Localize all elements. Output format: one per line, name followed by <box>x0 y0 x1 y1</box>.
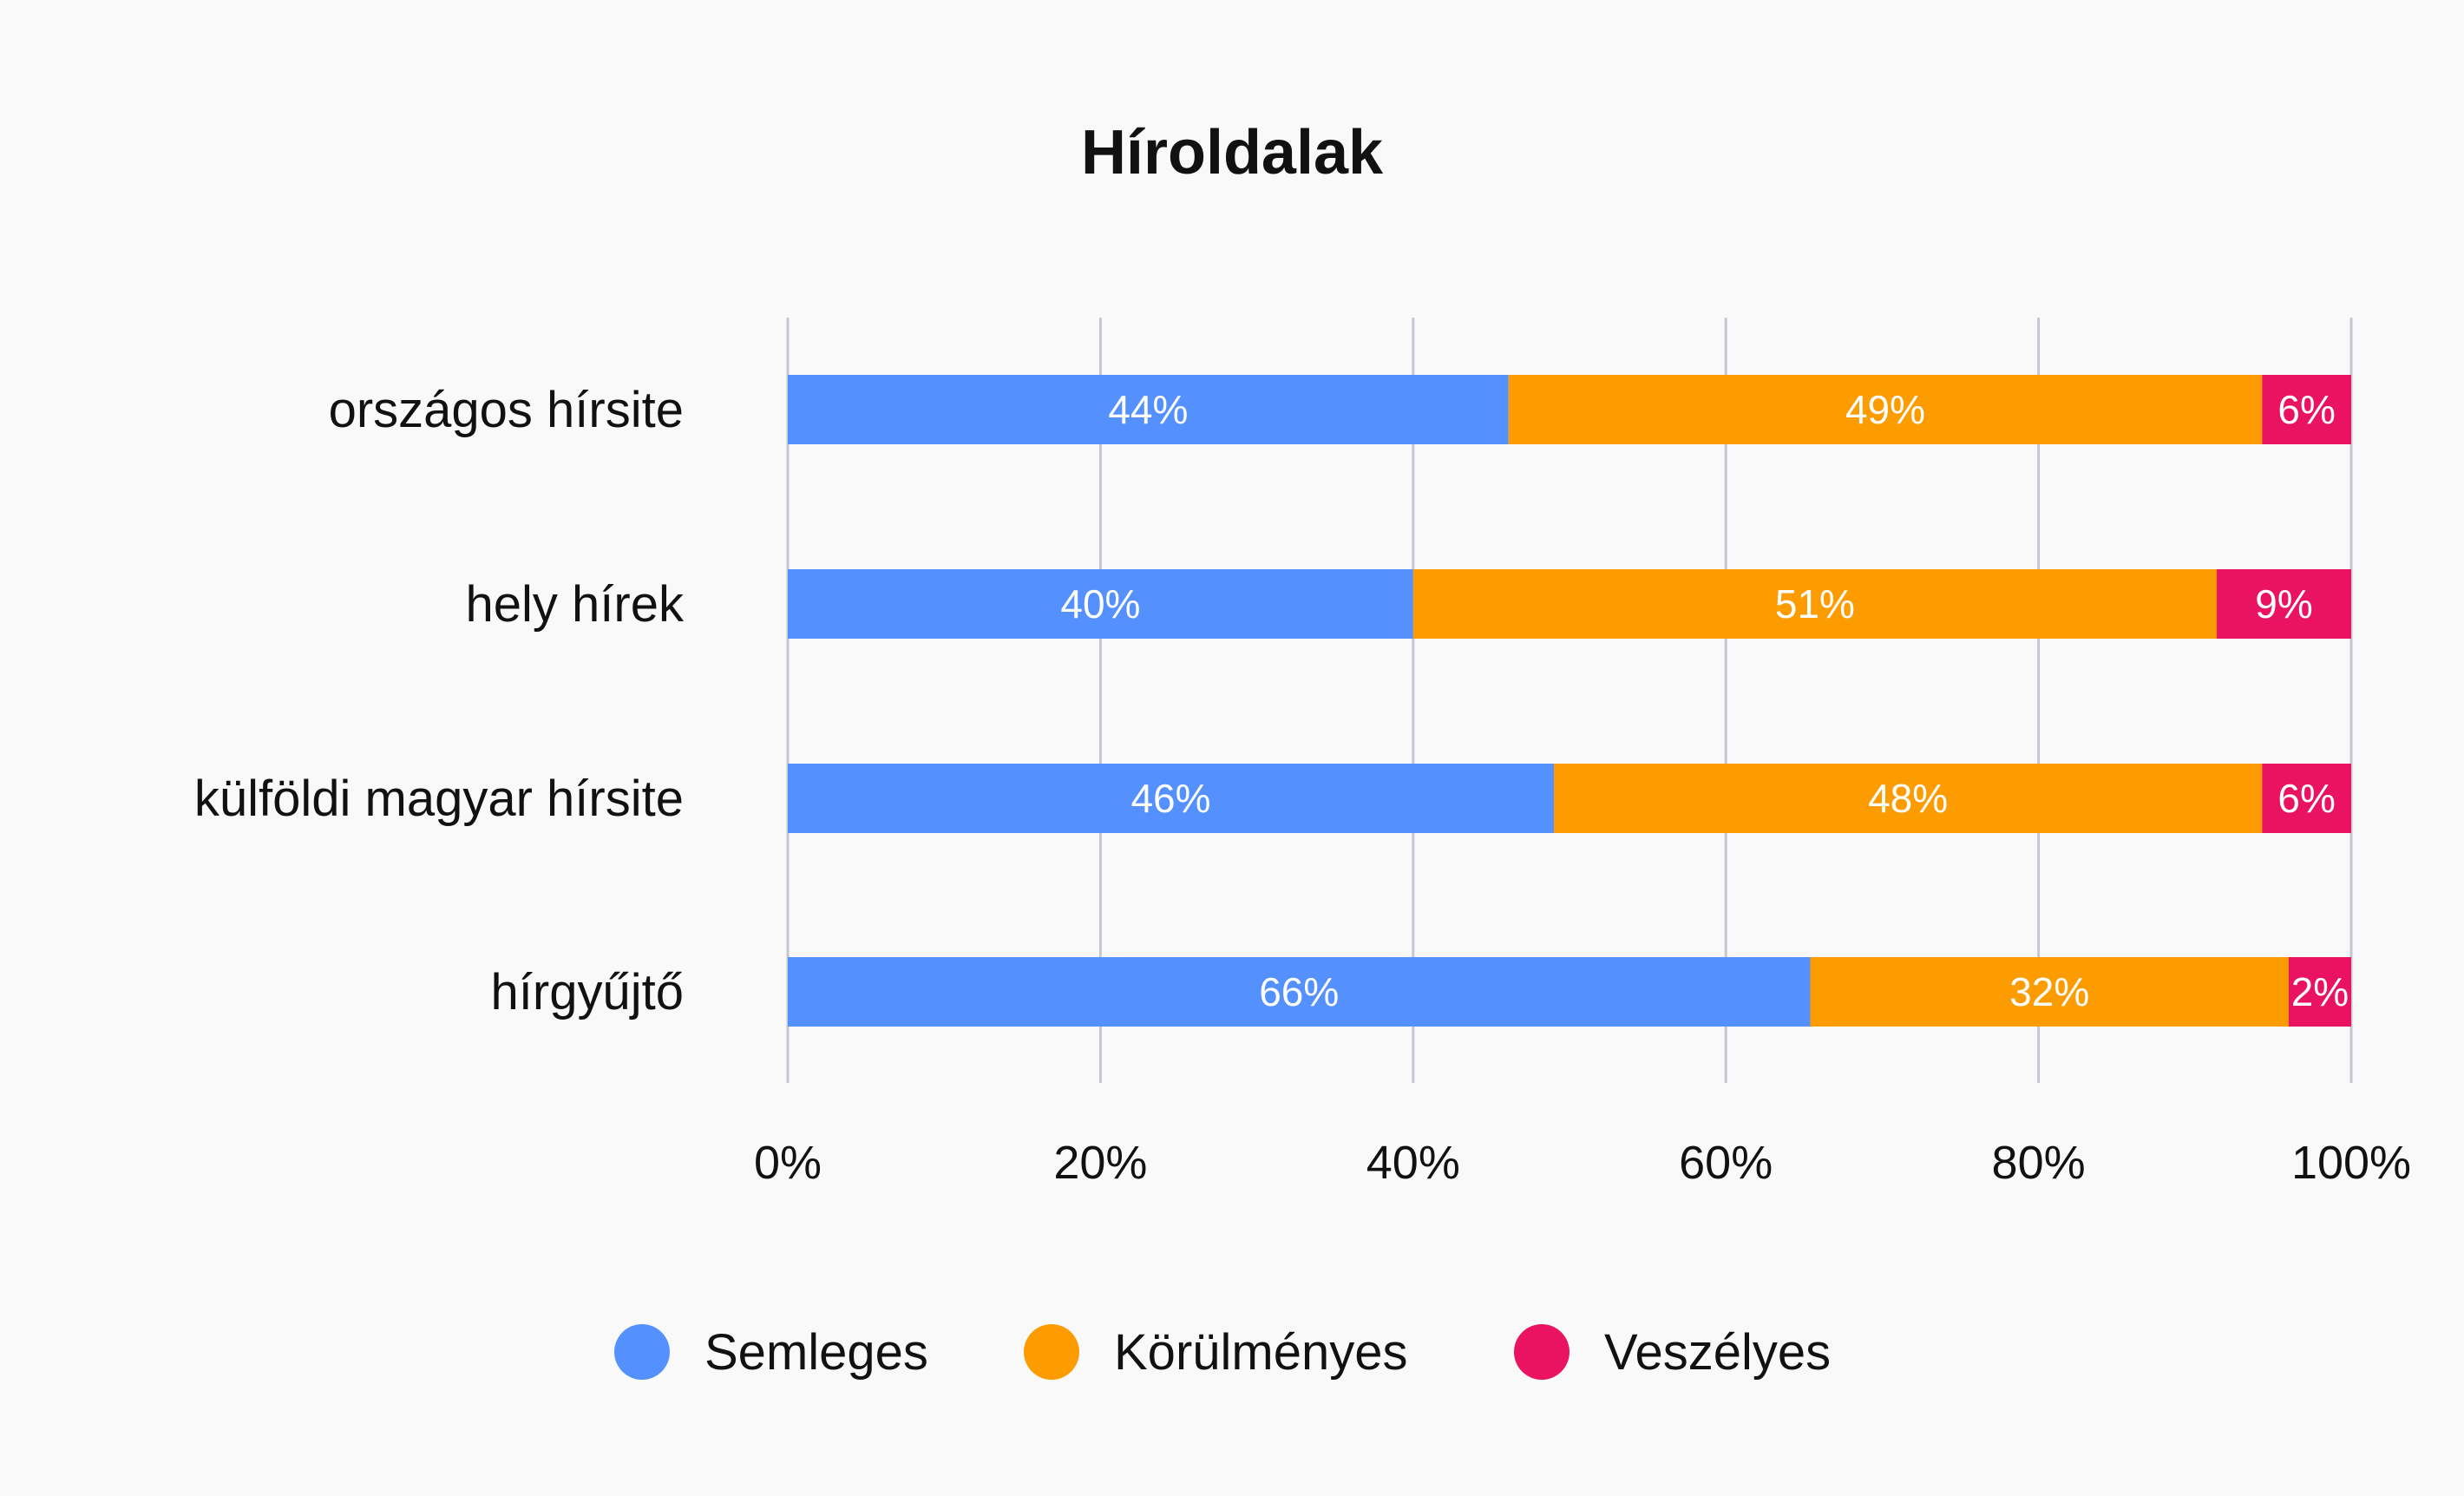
bar-segment <box>788 957 1811 1027</box>
bar-segment <box>2217 569 2351 639</box>
data-label: 49% <box>1845 387 1925 432</box>
bar-segment <box>788 569 1413 639</box>
bars: 44% 49% 6% 40% 51% 9% 46% 48% 6% 66% 32% 2% <box>788 375 2351 1027</box>
chart-title: Híroldalak <box>1081 118 1384 187</box>
data-label: 2% <box>2291 969 2349 1014</box>
data-label: 9% <box>2255 581 2312 627</box>
data-label: 40% <box>1060 581 1140 627</box>
legend-marker <box>1024 1324 1079 1380</box>
x-tick-label: 60% <box>1679 1137 1773 1189</box>
legend-label: Körülményes <box>1114 1324 1407 1381</box>
bar-segment <box>2288 957 2351 1027</box>
x-tick-label: 20% <box>1053 1137 1147 1189</box>
data-label: 46% <box>1130 776 1210 821</box>
category-label: külföldi magyar hírsite <box>194 771 684 827</box>
data-label: 6% <box>2277 776 2335 821</box>
bar-segment <box>2262 375 2351 444</box>
data-label: 66% <box>1259 969 1339 1014</box>
x-tick-label: 100% <box>2291 1137 2411 1189</box>
category-label: hely hírek <box>466 576 685 633</box>
legend: Semleges Körülményes Veszélyes <box>614 1324 1831 1381</box>
bar-segment <box>1810 957 2289 1027</box>
bar-segment <box>788 375 1509 444</box>
category-labels: országos hírsite hely hírek külföldi magya… <box>194 382 685 1020</box>
data-label: 48% <box>1868 776 1948 821</box>
category-label: országos hírsite <box>329 382 684 438</box>
bar-segment <box>1553 764 2263 833</box>
category-label: hírgyűjtő <box>491 964 684 1020</box>
data-label: 6% <box>2277 387 2335 432</box>
bar-segment <box>1412 569 2218 639</box>
legend-marker <box>1514 1324 1569 1380</box>
x-tick-label: 80% <box>1992 1137 2086 1189</box>
data-label: 44% <box>1108 387 1188 432</box>
bar-segment <box>2262 764 2351 833</box>
legend-label: Veszélyes <box>1604 1324 1831 1381</box>
bar-segment <box>1508 375 2263 444</box>
gridlines <box>786 318 2353 1083</box>
legend-marker <box>614 1324 670 1380</box>
bar-segment <box>788 764 1554 833</box>
data-label: 51% <box>1775 581 1855 627</box>
x-tick-label: 0% <box>754 1137 822 1189</box>
data-label: 32% <box>2009 969 2089 1014</box>
legend-label: Semleges <box>704 1324 928 1381</box>
x-tick-label: 40% <box>1366 1137 1460 1189</box>
x-tick-labels: 0% 20% 40% 60% 80% 100% <box>754 1137 2411 1189</box>
